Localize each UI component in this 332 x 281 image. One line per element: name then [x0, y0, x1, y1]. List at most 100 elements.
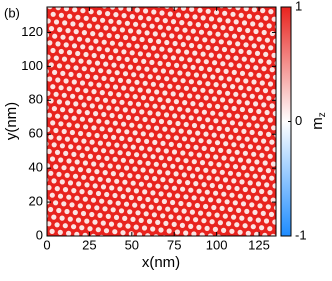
- skyrmion: [59, 215, 65, 221]
- skyrmion: [109, 76, 115, 82]
- skyrmion: [246, 122, 252, 128]
- skyrmion: [233, 127, 239, 133]
- skyrmion: [213, 45, 219, 52]
- skyrmion: [256, 108, 262, 115]
- skyrmion: [163, 148, 169, 154]
- skyrmion: [164, 7, 170, 9]
- skyrmion: [159, 10, 165, 16]
- skyrmion: [238, 48, 244, 55]
- skyrmion: [193, 72, 199, 78]
- skyrmion: [69, 166, 75, 172]
- skyrmion: [126, 78, 132, 84]
- y-axis-label: y(nm): [3, 102, 20, 140]
- skyrmion: [56, 63, 63, 69]
- skyrmion: [217, 17, 223, 23]
- skyrmion: [224, 163, 230, 169]
- skyrmion: [274, 132, 276, 138]
- skyrmion: [55, 7, 61, 11]
- skyrmion: [97, 212, 103, 218]
- skyrmion: [274, 169, 276, 175]
- skyrmion-lattice: [47, 7, 281, 236]
- skyrmion: [127, 100, 133, 106]
- skyrmion: [273, 38, 276, 44]
- skyrmion: [71, 115, 77, 121]
- skyrmion: [98, 68, 104, 74]
- skyrmion: [47, 148, 52, 154]
- skyrmion: [130, 144, 136, 150]
- skyrmion: [96, 82, 102, 88]
- skyrmion: [83, 88, 89, 94]
- skyrmion: [181, 208, 187, 214]
- skyrmion: [196, 116, 202, 122]
- skyrmion: [121, 13, 127, 19]
- skyrmion: [167, 156, 173, 162]
- skyrmion: [243, 78, 249, 84]
- x-tick-label: 25: [82, 237, 96, 252]
- skyrmion: [127, 173, 133, 179]
- skyrmion: [167, 11, 173, 17]
- skyrmion: [79, 152, 85, 158]
- skyrmion: [60, 107, 66, 113]
- y-tick-label: 120: [21, 24, 43, 39]
- skyrmion: [163, 184, 169, 190]
- skyrmion: [129, 86, 135, 92]
- skyrmion: [216, 198, 222, 204]
- skyrmion: [239, 70, 246, 76]
- skyrmion: [259, 225, 265, 231]
- skyrmion: [245, 230, 251, 236]
- skyrmion: [103, 61, 109, 67]
- skyrmion: [162, 18, 168, 24]
- skyrmion: [57, 229, 63, 235]
- skyrmion: [198, 210, 204, 216]
- skyrmion: [181, 136, 188, 142]
- skyrmion: [154, 17, 160, 23]
- skyrmion: [152, 31, 158, 37]
- skyrmion: [112, 156, 118, 162]
- skyrmion: [61, 128, 67, 135]
- skyrmion: [162, 90, 168, 96]
- skyrmion: [206, 175, 212, 181]
- skyrmion: [110, 171, 116, 177]
- skyrmion: [155, 111, 161, 117]
- skyrmion: [172, 40, 178, 47]
- skyrmion: [137, 195, 143, 202]
- skyrmion: [136, 29, 142, 35]
- skyrmion: [121, 121, 127, 127]
- skyrmion: [120, 193, 126, 200]
- skyrmion: [57, 193, 64, 199]
- skyrmion: [77, 203, 83, 209]
- skyrmion: [180, 114, 186, 120]
- skyrmion: [52, 33, 58, 39]
- skyrmion: [216, 89, 222, 95]
- skyrmion: [240, 34, 246, 40]
- skyrmion: [79, 116, 85, 122]
- skyrmion: [276, 119, 281, 124]
- skyrmion: [96, 118, 102, 124]
- skyrmion: [66, 230, 72, 236]
- skyrmion: [55, 113, 61, 119]
- skyrmion: [99, 53, 106, 60]
- skyrmion: [192, 14, 198, 20]
- skyrmion: [87, 189, 93, 196]
- skyrmion: [185, 107, 191, 113]
- skyrmion: [164, 39, 170, 46]
- skyrmion: [178, 92, 184, 98]
- skyrmion: [106, 141, 112, 147]
- skyrmion: [181, 172, 187, 178]
- skyrmion: [80, 8, 86, 14]
- skyrmion: [185, 143, 191, 149]
- skyrmion: [84, 146, 90, 152]
- skyrmion: [191, 195, 197, 201]
- skyrmion: [274, 60, 276, 66]
- skyrmion: [268, 9, 274, 15]
- skyrmion: [51, 142, 57, 148]
- skyrmion: [125, 151, 131, 157]
- skyrmion: [51, 178, 57, 184]
- skyrmion: [269, 103, 275, 109]
- skyrmion: [47, 7, 53, 10]
- skyrmion: [195, 130, 201, 136]
- skyrmion: [229, 156, 235, 162]
- skyrmion: [116, 128, 122, 134]
- skyrmion: [95, 24, 101, 30]
- skyrmion: [254, 231, 260, 236]
